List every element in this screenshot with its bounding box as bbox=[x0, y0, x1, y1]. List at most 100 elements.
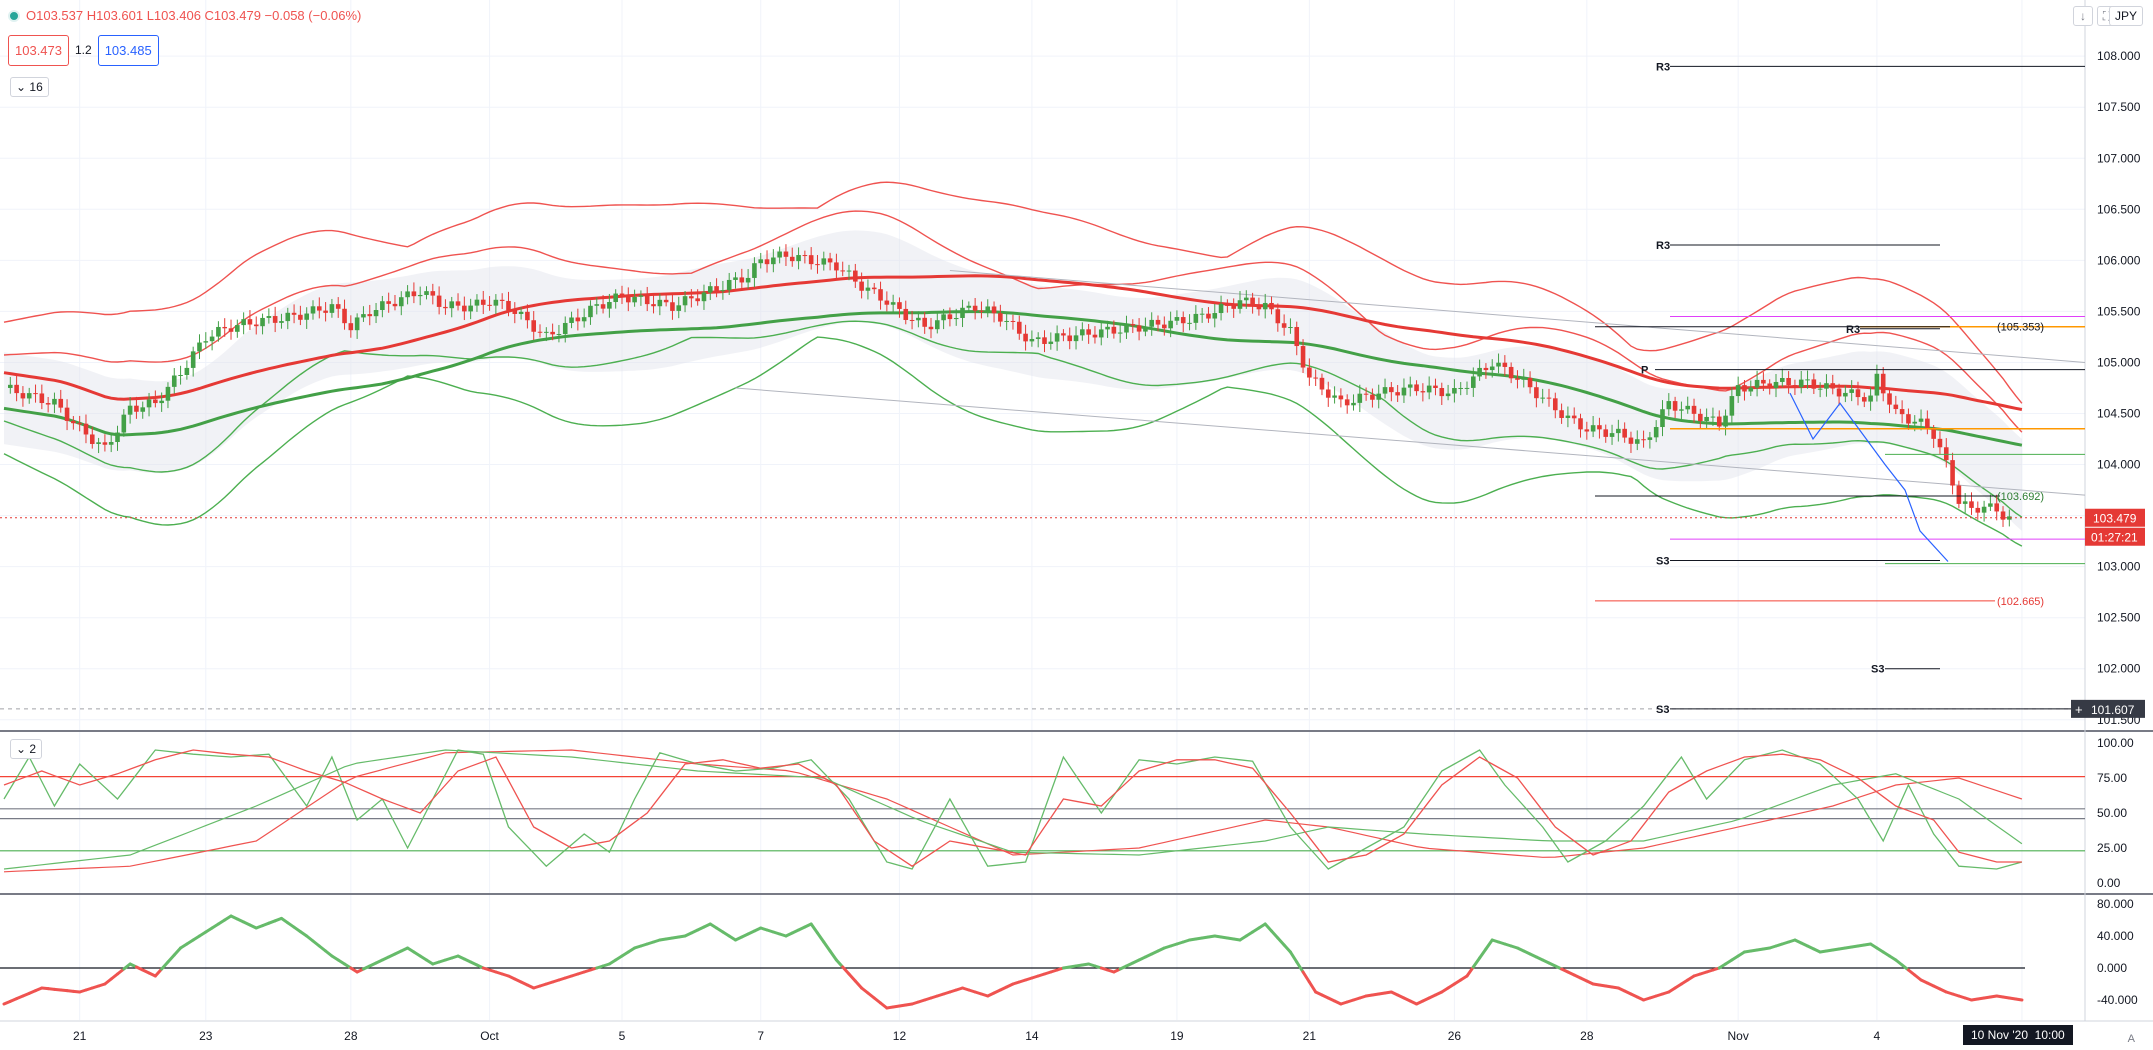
candle-body bbox=[1351, 402, 1356, 406]
candle-body bbox=[871, 287, 877, 290]
candle-body bbox=[537, 331, 543, 333]
price-tick-label: 106.000 bbox=[2097, 253, 2141, 267]
candle-body bbox=[8, 384, 13, 388]
candle-body bbox=[953, 317, 959, 320]
candle-body bbox=[1187, 322, 1192, 324]
chevron-down-icon: ⌄ bbox=[16, 80, 30, 94]
candle-body bbox=[1433, 385, 1438, 389]
candle-body bbox=[1389, 387, 1394, 393]
buy-price-button[interactable]: 103.485 bbox=[97, 34, 159, 66]
candle-body bbox=[1117, 332, 1123, 334]
candle-body bbox=[1685, 405, 1691, 410]
crosshair-date-label: 10 Nov '20 10:00 bbox=[1963, 1025, 2073, 1045]
main-indicators-toggle[interactable]: ⌄ 16 bbox=[10, 77, 49, 97]
candle-body bbox=[417, 294, 423, 297]
time-tick-label: 28 bbox=[344, 1029, 358, 1043]
currency-label[interactable]: JPY bbox=[2108, 6, 2143, 26]
candle-body bbox=[525, 311, 530, 321]
price-tick-label: 102.500 bbox=[2097, 611, 2141, 625]
candle-body bbox=[777, 251, 782, 258]
indicator-count: 16 bbox=[29, 80, 43, 94]
momentum-segment bbox=[809, 922, 819, 935]
candle-body bbox=[1155, 319, 1161, 325]
candle-body bbox=[455, 301, 461, 306]
candle-body bbox=[588, 305, 593, 318]
candle-body bbox=[1471, 376, 1476, 388]
pivot-label: S3 bbox=[1656, 556, 1669, 568]
candle-body bbox=[1073, 335, 1079, 342]
candle-body bbox=[285, 312, 291, 322]
candle-body bbox=[922, 317, 927, 327]
chevron-down-icon: ⌄ bbox=[16, 742, 30, 756]
candle-body bbox=[468, 305, 473, 312]
oscillator-tick-label: 0.00 bbox=[2097, 876, 2121, 890]
candle-body bbox=[909, 319, 915, 321]
candle-body bbox=[1546, 397, 1552, 399]
candle-body bbox=[329, 304, 335, 313]
candle-body bbox=[1943, 447, 1949, 461]
candle-body bbox=[556, 334, 562, 336]
candle-body bbox=[190, 351, 196, 368]
candle-body bbox=[979, 310, 984, 312]
oscillator-tick-label: 100.00 bbox=[2097, 736, 2134, 750]
pivot-label: S3 bbox=[1871, 664, 1884, 676]
candle-body bbox=[1660, 409, 1665, 428]
candle-body bbox=[1483, 367, 1489, 371]
candle-body bbox=[228, 328, 234, 332]
candle-body bbox=[1994, 503, 2000, 512]
momentum-segment bbox=[828, 949, 838, 962]
spread-value: 1.2 bbox=[75, 43, 92, 57]
candle-body bbox=[1319, 377, 1325, 390]
candle-body bbox=[1698, 413, 1703, 422]
candle-body bbox=[903, 308, 909, 320]
scroll-down-icon[interactable]: ↓ bbox=[2073, 6, 2093, 26]
oscillator-fast bbox=[3, 749, 2023, 870]
momentum-segment bbox=[841, 965, 851, 976]
candle-body bbox=[1445, 393, 1451, 397]
oscillator-tick-label: 25.00 bbox=[2097, 841, 2127, 855]
trend-channel-line bbox=[949, 270, 2086, 363]
last-price-label: 103.479 bbox=[2093, 512, 2137, 526]
candle-body bbox=[916, 317, 921, 321]
candle-body bbox=[1143, 326, 1148, 332]
candle-body bbox=[26, 393, 32, 399]
time-tick-label: 26 bbox=[1448, 1029, 1462, 1043]
momentum-segment bbox=[822, 940, 832, 953]
candle-body bbox=[487, 304, 492, 306]
candle-body bbox=[1647, 437, 1653, 440]
momentum-tick-label: -40.000 bbox=[2097, 993, 2138, 1007]
candle-body bbox=[298, 314, 303, 320]
candle-body bbox=[1136, 325, 1142, 332]
sell-price-button[interactable]: 103.473 bbox=[8, 34, 69, 66]
candle-body bbox=[342, 308, 347, 324]
candle-body bbox=[1956, 485, 1962, 504]
candle-body bbox=[1199, 313, 1205, 315]
candle-body bbox=[405, 291, 410, 298]
price-tick-label: 108.000 bbox=[2097, 49, 2141, 63]
candle-body bbox=[1054, 333, 1060, 342]
candle-body bbox=[1407, 384, 1413, 388]
candle-body bbox=[1111, 326, 1117, 334]
candle-body bbox=[1105, 326, 1110, 330]
candle-body bbox=[1710, 416, 1716, 418]
candle-body bbox=[33, 393, 38, 395]
candle-body bbox=[846, 270, 852, 272]
momentum-segment bbox=[1301, 970, 1311, 984]
candle-body bbox=[146, 399, 152, 408]
oscillator-indicators-toggle[interactable]: ⌄ 2 bbox=[10, 739, 43, 759]
pivot-label: R3 bbox=[1846, 324, 1860, 336]
candle-body bbox=[480, 299, 486, 305]
candle-body bbox=[1124, 324, 1129, 333]
candle-body bbox=[367, 314, 373, 317]
auto-scale-button[interactable]: A bbox=[2127, 1033, 2135, 1045]
candle-body bbox=[884, 300, 890, 305]
candle-body bbox=[1798, 379, 1804, 388]
price-tick-label: 103.000 bbox=[2097, 560, 2141, 574]
candle-body bbox=[569, 317, 574, 323]
candle-body bbox=[808, 255, 814, 265]
candle-body bbox=[272, 316, 278, 323]
candle-body bbox=[1414, 384, 1419, 392]
momentum-segment bbox=[1471, 956, 1482, 969]
candle-body bbox=[998, 313, 1003, 322]
